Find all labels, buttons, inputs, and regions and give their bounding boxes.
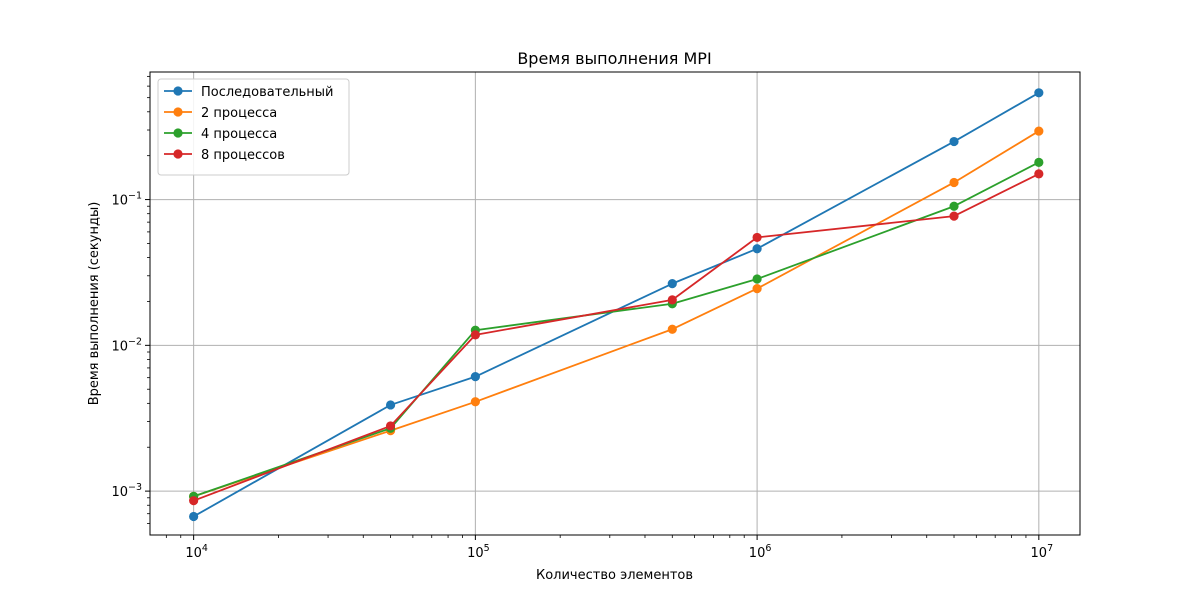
legend-swatch-marker xyxy=(173,149,183,159)
data-point xyxy=(949,211,959,221)
x-tick-label: 106 xyxy=(749,543,772,561)
data-point xyxy=(189,496,199,506)
x-tick-label: 105 xyxy=(467,543,490,561)
series-3 xyxy=(189,157,1044,501)
legend-item: Последовательный xyxy=(164,85,334,100)
data-point xyxy=(949,201,959,211)
legend-label: 4 процесса xyxy=(201,127,277,142)
y-axis-label: Время выполнения (секунды) xyxy=(87,202,102,406)
chart-title: Время выполнения MPI xyxy=(517,49,711,68)
data-point xyxy=(385,421,396,431)
legend-box xyxy=(157,78,350,176)
data-point xyxy=(752,232,762,243)
y-axis: 10−3 10−2 10−1 xyxy=(111,191,150,500)
grid xyxy=(150,72,1080,535)
data-point xyxy=(752,274,762,284)
data-point xyxy=(1034,169,1044,179)
data-point xyxy=(385,400,396,410)
plot-frame xyxy=(149,71,1081,536)
data-point xyxy=(667,279,677,289)
legend-swatch-marker xyxy=(173,128,183,138)
series-1 xyxy=(189,88,1044,522)
y-tick-label: 10−1 xyxy=(111,191,142,209)
legend-label: 8 процессов xyxy=(201,148,285,163)
legend-label: Последовательный xyxy=(201,85,334,100)
legend-swatch-marker xyxy=(173,107,183,117)
series-2 xyxy=(189,126,1044,501)
data-point xyxy=(949,177,959,188)
series-line xyxy=(193,130,1040,498)
data-point xyxy=(667,324,677,334)
data-point xyxy=(949,136,959,147)
y-tick-label: 10−3 xyxy=(111,482,142,500)
legend-item: 2 процесса xyxy=(164,106,277,121)
legend: Последовательный 2 процесса 4 процесса 8 пр… xyxy=(157,78,350,176)
data-point xyxy=(1034,126,1044,136)
data-point xyxy=(470,397,480,407)
series-4 xyxy=(189,169,1044,506)
legend-swatch-marker xyxy=(173,86,183,96)
legend-item: 8 процессов xyxy=(164,148,285,163)
data-point xyxy=(667,295,677,305)
data-point xyxy=(1034,157,1044,167)
x-tick-label: 104 xyxy=(185,543,208,561)
data-point xyxy=(189,511,199,522)
legend-label: 2 процесса xyxy=(201,106,277,121)
series-line xyxy=(193,173,1040,502)
data-point xyxy=(752,244,762,254)
data-point xyxy=(470,330,480,340)
series-line xyxy=(193,161,1040,498)
series-layer xyxy=(189,88,1044,522)
y-tick-label: 10−2 xyxy=(111,336,142,354)
x-axis-label: Количество элементов xyxy=(536,568,693,583)
x-tick-label: 107 xyxy=(1031,543,1054,561)
data-point xyxy=(752,284,762,294)
data-point xyxy=(1034,88,1044,98)
x-axis: 104 105 106 107 xyxy=(185,535,1053,561)
data-point xyxy=(470,372,480,382)
legend-item: 4 процесса xyxy=(164,127,277,142)
